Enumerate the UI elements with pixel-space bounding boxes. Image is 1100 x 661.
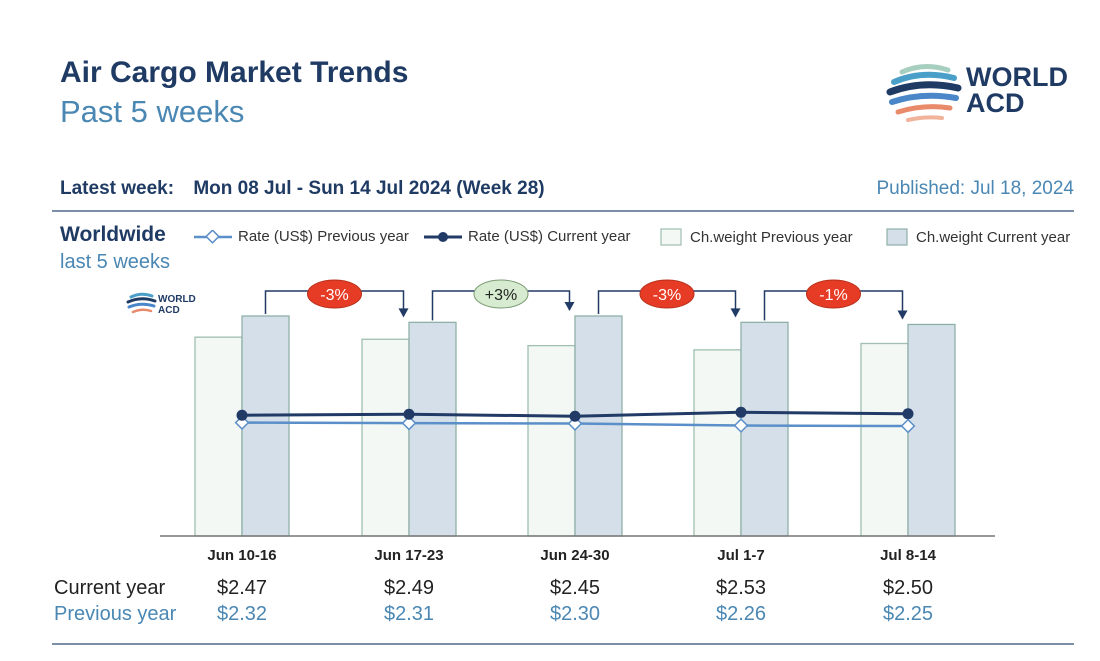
point-rate-current [236, 409, 248, 421]
legend-rate-current-label: Rate (US$) Current year [468, 228, 631, 245]
region-label: Worldwide [60, 223, 166, 246]
bar-weight-previous [361, 338, 410, 537]
change-badge-label: -3% [653, 287, 681, 304]
page-subtitle: Past 5 weeks [60, 94, 245, 129]
point-rate-current [403, 408, 415, 420]
page-title: Air Cargo Market Trends [60, 56, 409, 89]
change-badge [806, 279, 861, 309]
bar-weight-previous [527, 344, 576, 537]
rate-previous-value: $2.26 [715, 603, 767, 625]
mini-world-acd-logo: WORLD ACD [126, 292, 196, 316]
rate-previous-value: $2.25 [882, 603, 934, 625]
legend-rate-current: Rate (US$) Current year [424, 228, 631, 245]
period-label: last 5 weeks [60, 251, 171, 273]
legend-weight-current: Ch.weight Current year [886, 228, 1070, 246]
change-badge-label: -3% [320, 287, 348, 304]
bar-swatch-icon [886, 228, 908, 246]
bar-weight-current [241, 315, 290, 537]
x-tick-label: Jun 24-30 [540, 547, 609, 564]
change-badge [639, 279, 695, 309]
rate-current-value: $2.45 [549, 577, 601, 599]
change-badge-label: -1% [819, 287, 847, 304]
bar-weight-previous [194, 336, 243, 537]
rate-current-value: $2.50 [882, 577, 934, 599]
legend-rate-previous-label: Rate (US$) Previous year [238, 228, 409, 245]
legend-weight-current-label: Ch.weight Current year [916, 228, 1071, 246]
bar-weight-current [907, 323, 956, 537]
x-tick-label: Jul 1-7 [717, 547, 765, 564]
mini-logo-world: WORLD [158, 294, 196, 305]
rate-current-value: $2.53 [715, 577, 767, 599]
legend-weight-previous-label: Ch.weight Previous year [690, 228, 853, 246]
bar-weight-current [740, 321, 789, 537]
change-badge-label: +3% [485, 287, 517, 304]
legend-weight-previous: Ch.weight Previous year [660, 228, 853, 246]
published-date: Published: Jul 18, 2024 [876, 178, 1074, 199]
bar-weight-current [574, 315, 623, 537]
point-rate-current [735, 406, 747, 418]
arrow-down-icon [897, 310, 908, 320]
legend-rate-previous: Rate (US$) Previous year [194, 228, 409, 245]
change-badge [307, 279, 362, 309]
bar-weight-current [408, 321, 457, 537]
world-acd-logo: WORLD ACD [884, 60, 1084, 130]
logo-text-acd: ACD [966, 88, 1025, 118]
x-tick-label: Jul 8-14 [880, 547, 937, 564]
point-rate-previous [900, 418, 916, 434]
latest-week-label: Latest week: [60, 178, 175, 199]
latest-week-value: Mon 08 Jul - Sun 14 Jul 2024 (Week 28) [193, 178, 545, 199]
point-rate-current [569, 410, 581, 422]
latest-week: Latest week: Mon 08 Jul - Sun 14 Jul 202… [60, 178, 545, 200]
bar-weight-previous [860, 342, 909, 537]
logo-text-world: WORLD [966, 62, 1068, 92]
arrow-down-icon [398, 308, 409, 318]
line-dot-icon [424, 231, 462, 242]
point-rate-current [902, 408, 914, 420]
rate-previous-value: $2.31 [383, 603, 435, 625]
arrow-down-icon [564, 302, 575, 311]
divider-top [52, 210, 1074, 212]
divider-bottom [52, 643, 1074, 645]
line-diamond-icon [194, 229, 232, 244]
row-label-previous-year: Previous year [54, 603, 177, 625]
bar-swatch-icon [660, 228, 682, 246]
x-tick-label: Jun 10-16 [207, 547, 276, 564]
mini-logo-acd: ACD [158, 305, 180, 316]
rate-current-value: $2.49 [383, 577, 435, 599]
point-rate-previous [733, 418, 749, 433]
bar-weight-previous [693, 349, 742, 537]
globe-swoosh-icon [886, 64, 962, 122]
x-tick-label: Jun 17-23 [374, 547, 443, 564]
rate-previous-value: $2.30 [549, 603, 601, 625]
row-label-current-year: Current year [54, 577, 166, 599]
rate-current-value: $2.47 [216, 577, 268, 599]
point-rate-previous [401, 415, 417, 431]
change-badge [473, 279, 529, 309]
chart-legend: Rate (US$) Previous year Rate (US$) Curr… [194, 228, 1084, 248]
arrow-down-icon [730, 308, 741, 318]
rate-previous-value: $2.32 [216, 603, 268, 625]
